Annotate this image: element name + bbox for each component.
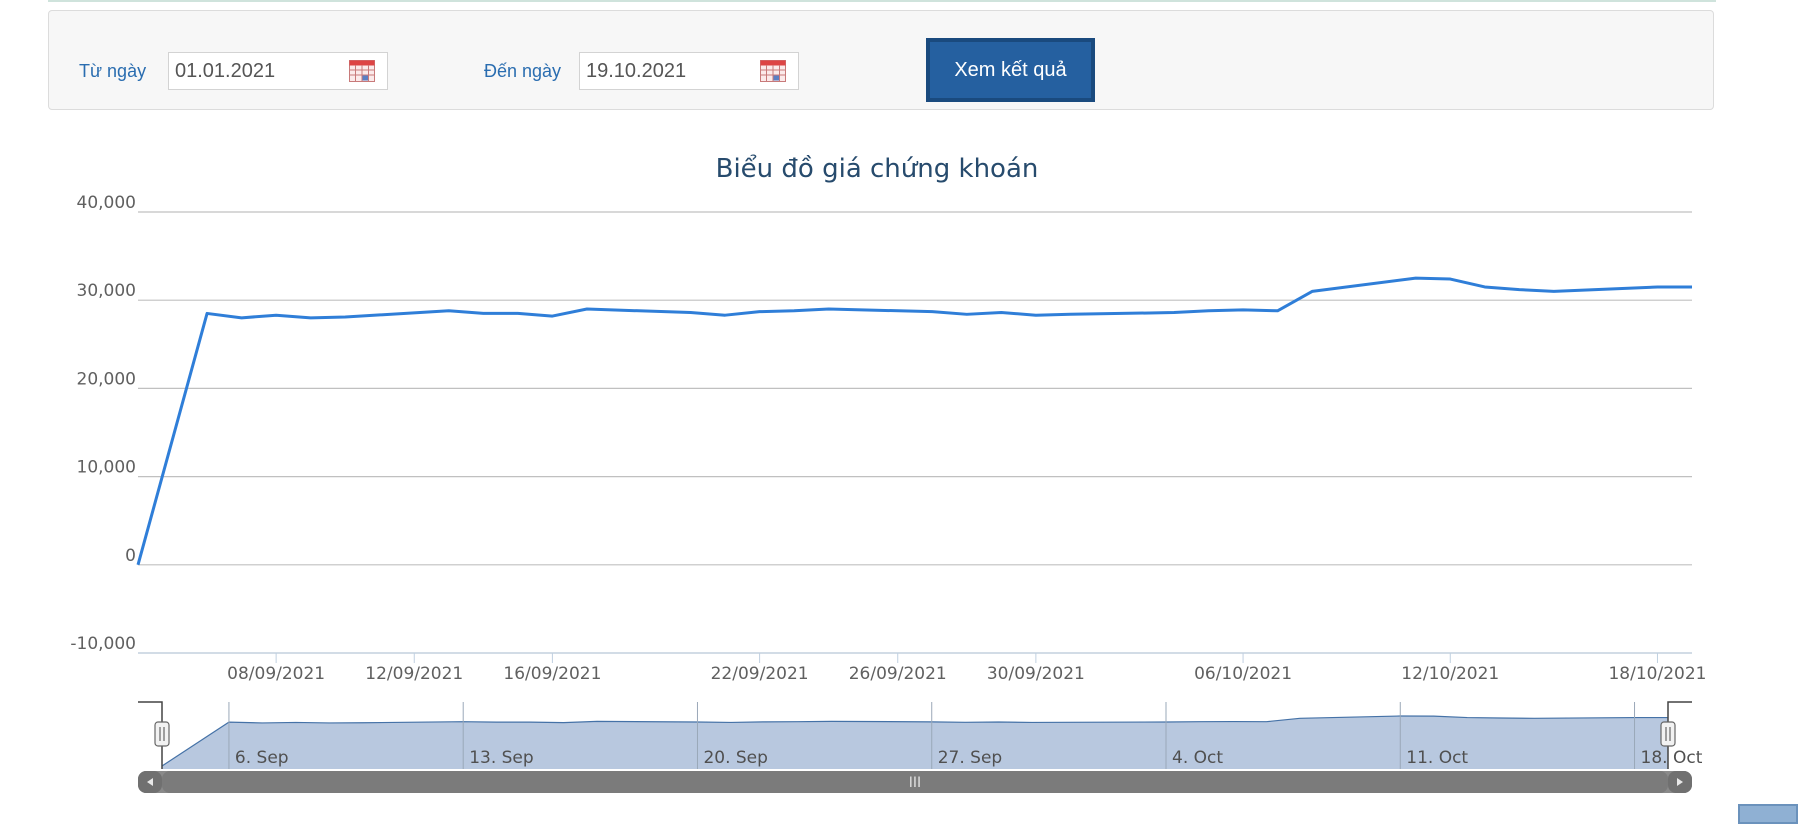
navigator-handle-right[interactable] xyxy=(1661,722,1675,746)
x-tick-label: 12/09/2021 xyxy=(365,664,463,684)
x-tick-label: 06/10/2021 xyxy=(1194,664,1292,684)
scrollbar-grip-icon: III xyxy=(909,775,921,791)
navigator-handle-left[interactable] xyxy=(155,722,169,746)
calendar-icon[interactable] xyxy=(760,60,786,82)
handle-body[interactable] xyxy=(1661,722,1675,746)
x-tick-label: 12/10/2021 xyxy=(1401,664,1499,684)
from-date-field[interactable] xyxy=(168,52,388,90)
navigator-label: 4. Oct xyxy=(1172,748,1223,768)
y-tick-label: 20,000 xyxy=(77,369,136,389)
range-navigator[interactable]: 6. Sep 13. Sep 20. Sep 27. Sep 4. Oct 11. Oct… xyxy=(138,702,1703,769)
y-axis: 40,000 30,000 20,000 10,000 0 -10,000 xyxy=(70,193,136,654)
calendar-icon[interactable] xyxy=(349,60,375,82)
top-divider xyxy=(48,0,1716,2)
scroll-to-top-widget[interactable] xyxy=(1738,804,1798,824)
x-tick-label: 22/09/2021 xyxy=(711,664,809,684)
to-date-input[interactable] xyxy=(580,53,756,89)
date-filter-panel: Từ ngày Đến ngày xyxy=(48,10,1714,110)
y-tick-label: -10,000 xyxy=(70,634,136,654)
from-date-label: Từ ngày xyxy=(79,61,146,82)
stock-price-chart: Biểu đồ giá chứng khoán 40,000 30,000 20,0… xyxy=(0,110,1810,810)
navigator-label: 6. Sep xyxy=(235,748,289,768)
y-tick-label: 40,000 xyxy=(77,193,136,213)
navigator-label: 18. Oct xyxy=(1641,748,1703,768)
y-tick-label: 30,000 xyxy=(77,281,136,301)
range-scrollbar[interactable]: III xyxy=(138,771,1692,793)
handle-body[interactable] xyxy=(155,722,169,746)
view-results-button[interactable]: Xem kết quả xyxy=(926,38,1095,102)
x-tick-label: 30/09/2021 xyxy=(987,664,1085,684)
x-tick-label: 08/09/2021 xyxy=(227,664,325,684)
price-series xyxy=(138,278,1692,565)
price-line xyxy=(138,278,1692,565)
y-tick-label: 0 xyxy=(125,546,136,566)
navigator-label: 20. Sep xyxy=(703,748,767,768)
navigator-label: 13. Sep xyxy=(469,748,533,768)
from-date-input[interactable] xyxy=(169,53,345,89)
to-date-field[interactable] xyxy=(579,52,799,90)
x-tick-label: 16/09/2021 xyxy=(503,664,601,684)
chart-title: Biểu đồ giá chứng khoán xyxy=(716,153,1039,184)
x-tick-label: 18/10/2021 xyxy=(1608,664,1706,684)
y-tick-label: 10,000 xyxy=(77,458,136,478)
to-date-label: Đến ngày xyxy=(484,61,561,82)
x-axis: 08/09/2021 12/09/2021 16/09/2021 22/09/2021… xyxy=(138,653,1706,684)
chart-grid xyxy=(138,212,1692,653)
navigator-label: 11. Oct xyxy=(1406,748,1468,768)
x-tick-label: 26/09/2021 xyxy=(849,664,947,684)
navigator-label: 27. Sep xyxy=(938,748,1002,768)
